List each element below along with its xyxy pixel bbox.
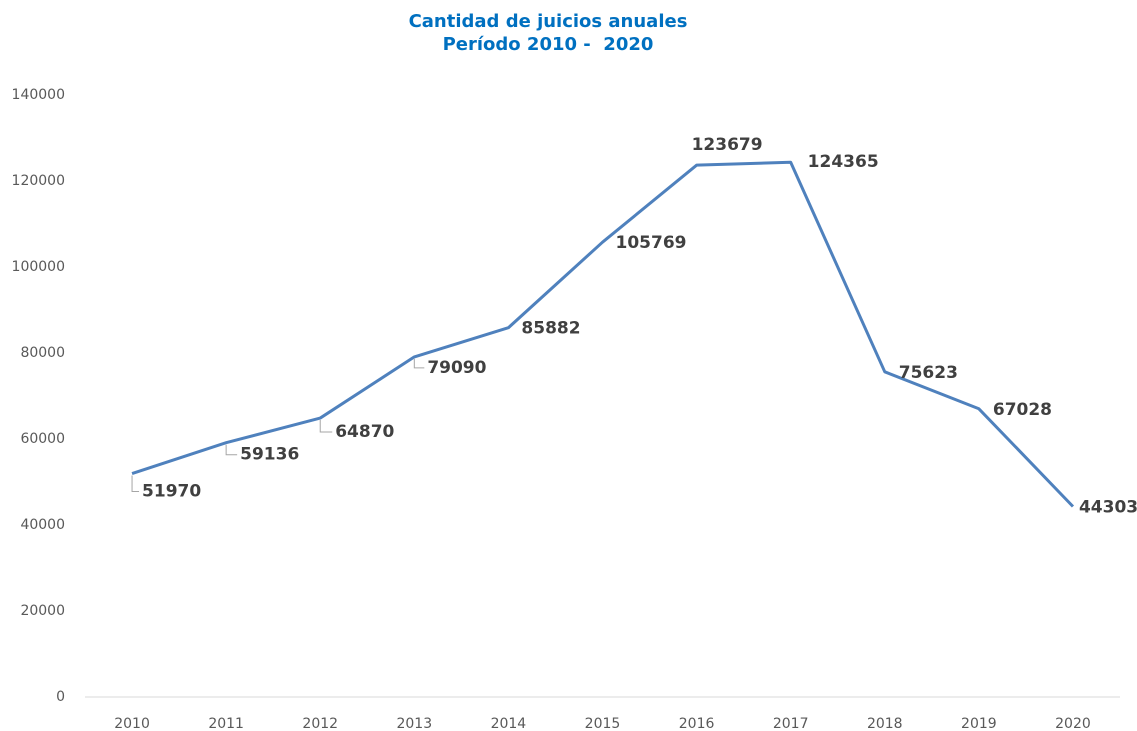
data-label: 44303 — [1079, 497, 1137, 517]
y-tick-label: 40000 — [20, 517, 65, 533]
data-label: 59136 — [240, 445, 299, 465]
data-label: 105769 — [616, 233, 687, 253]
y-tick-label: 20000 — [20, 603, 65, 619]
leader-line — [413, 358, 425, 369]
x-tick-label: 2020 — [1055, 716, 1091, 731]
x-tick-label: 2013 — [396, 716, 432, 731]
chart-title: Cantidad de juicios anuales — [409, 11, 688, 32]
data-label: 51970 — [142, 482, 201, 502]
data-label: 79090 — [427, 358, 486, 378]
y-tick-label: 100000 — [12, 259, 65, 275]
leader-line — [225, 444, 238, 456]
data-label: 64870 — [335, 422, 394, 442]
x-tick-label: 2016 — [679, 716, 715, 731]
x-tick-label: 2017 — [773, 716, 809, 731]
leader-line — [319, 420, 333, 433]
x-tick-label: 2011 — [208, 716, 244, 731]
y-tick-label: 0 — [56, 689, 65, 705]
data-label: 123679 — [692, 135, 763, 155]
y-tick-label: 120000 — [12, 173, 65, 189]
y-tick-label: 80000 — [20, 345, 65, 361]
chart-subtitle: Período 2010 - 2020 — [443, 34, 654, 55]
x-tick-label: 2019 — [961, 716, 997, 731]
x-tick-label: 2015 — [585, 716, 621, 731]
x-tick-label: 2018 — [867, 716, 903, 731]
x-tick-label: 2014 — [491, 716, 527, 731]
data-label: 124365 — [808, 152, 879, 172]
x-tick-label: 2010 — [114, 716, 150, 731]
data-label: 85882 — [521, 319, 580, 339]
x-tick-label: 2012 — [302, 716, 338, 731]
data-label: 75623 — [899, 363, 958, 383]
y-tick-label: 140000 — [12, 87, 65, 103]
leader-line — [131, 475, 140, 493]
line — [131, 160, 1075, 508]
data-label: 67028 — [993, 400, 1052, 420]
y-tick-label: 60000 — [20, 431, 65, 447]
